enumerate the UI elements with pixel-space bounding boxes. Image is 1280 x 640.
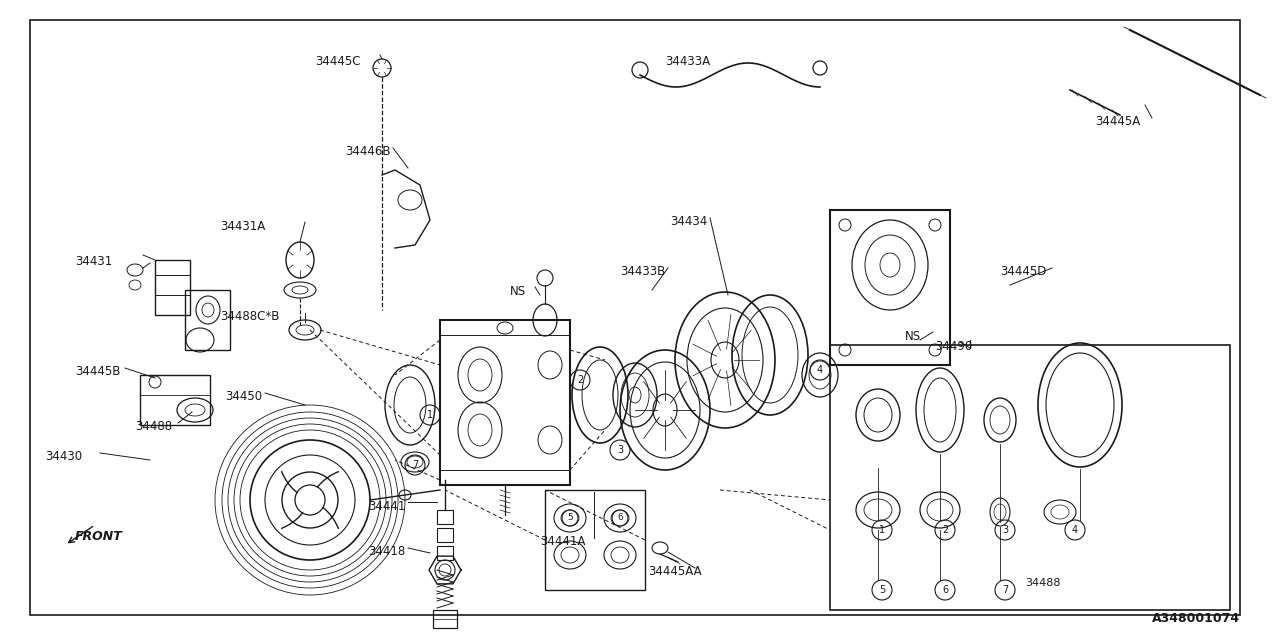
- Text: 34441: 34441: [369, 500, 406, 513]
- Text: 4: 4: [817, 365, 823, 375]
- Text: NS: NS: [905, 330, 922, 343]
- Text: 34445B: 34445B: [76, 365, 120, 378]
- Text: 34418: 34418: [369, 545, 406, 558]
- Text: 34430: 34430: [45, 450, 82, 463]
- Bar: [829, 210, 950, 365]
- Text: 2: 2: [942, 525, 948, 535]
- Bar: [186, 290, 230, 350]
- Text: 34488: 34488: [1025, 578, 1061, 588]
- Text: 2: 2: [577, 375, 584, 385]
- Text: 6: 6: [617, 513, 623, 522]
- Text: 34445C: 34445C: [315, 55, 361, 68]
- Text: 34431A: 34431A: [220, 220, 265, 233]
- Bar: [440, 320, 570, 485]
- Bar: [436, 528, 453, 542]
- Text: 3: 3: [1002, 525, 1009, 535]
- Text: 34431: 34431: [76, 255, 113, 268]
- Bar: [433, 610, 457, 628]
- Text: 34441A: 34441A: [540, 535, 585, 548]
- Text: 34433B: 34433B: [620, 265, 666, 278]
- Bar: [140, 375, 210, 425]
- Bar: [436, 546, 453, 560]
- Text: 5: 5: [879, 585, 886, 595]
- Text: 5: 5: [567, 513, 573, 522]
- Bar: [436, 510, 453, 524]
- Text: FRONT: FRONT: [76, 530, 123, 543]
- Text: 34445A: 34445A: [1094, 115, 1140, 128]
- Text: 34445AA: 34445AA: [648, 565, 701, 578]
- Text: 34450: 34450: [225, 390, 262, 403]
- Text: 1: 1: [428, 410, 433, 420]
- Text: 4: 4: [1071, 525, 1078, 535]
- Bar: [829, 345, 1230, 610]
- Text: 6: 6: [942, 585, 948, 595]
- Text: 34445D: 34445D: [1000, 265, 1046, 278]
- Text: 34433A: 34433A: [666, 55, 710, 68]
- Text: NS: NS: [509, 285, 526, 298]
- Text: 1: 1: [879, 525, 884, 535]
- Bar: [155, 260, 189, 315]
- Text: 34434: 34434: [669, 215, 708, 228]
- Text: 7: 7: [412, 460, 419, 470]
- Bar: [545, 490, 645, 590]
- Text: 34488C*B: 34488C*B: [220, 310, 279, 323]
- Text: A348001074: A348001074: [1152, 612, 1240, 625]
- Text: 3: 3: [617, 445, 623, 455]
- Text: 7: 7: [1002, 585, 1009, 595]
- Text: 34446B: 34446B: [346, 145, 390, 158]
- Text: 34488: 34488: [134, 420, 172, 433]
- Text: 34490: 34490: [934, 340, 973, 353]
